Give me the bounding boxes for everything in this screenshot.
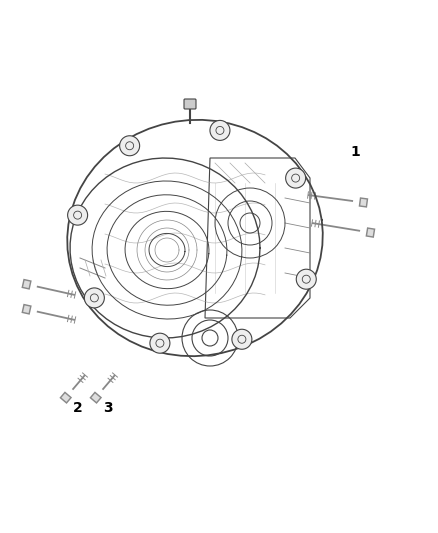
- Text: 3: 3: [103, 401, 113, 415]
- Text: 2: 2: [73, 401, 83, 415]
- Polygon shape: [22, 280, 31, 289]
- Polygon shape: [60, 392, 71, 403]
- Circle shape: [296, 269, 316, 289]
- Circle shape: [232, 329, 252, 349]
- FancyBboxPatch shape: [184, 99, 196, 109]
- Text: 1: 1: [350, 145, 360, 159]
- Polygon shape: [22, 304, 31, 314]
- Circle shape: [210, 120, 230, 140]
- Circle shape: [150, 333, 170, 353]
- Polygon shape: [366, 228, 374, 237]
- Polygon shape: [360, 198, 367, 207]
- Circle shape: [67, 205, 88, 225]
- Polygon shape: [90, 392, 101, 403]
- Circle shape: [85, 288, 104, 308]
- Circle shape: [120, 136, 140, 156]
- Circle shape: [286, 168, 306, 188]
